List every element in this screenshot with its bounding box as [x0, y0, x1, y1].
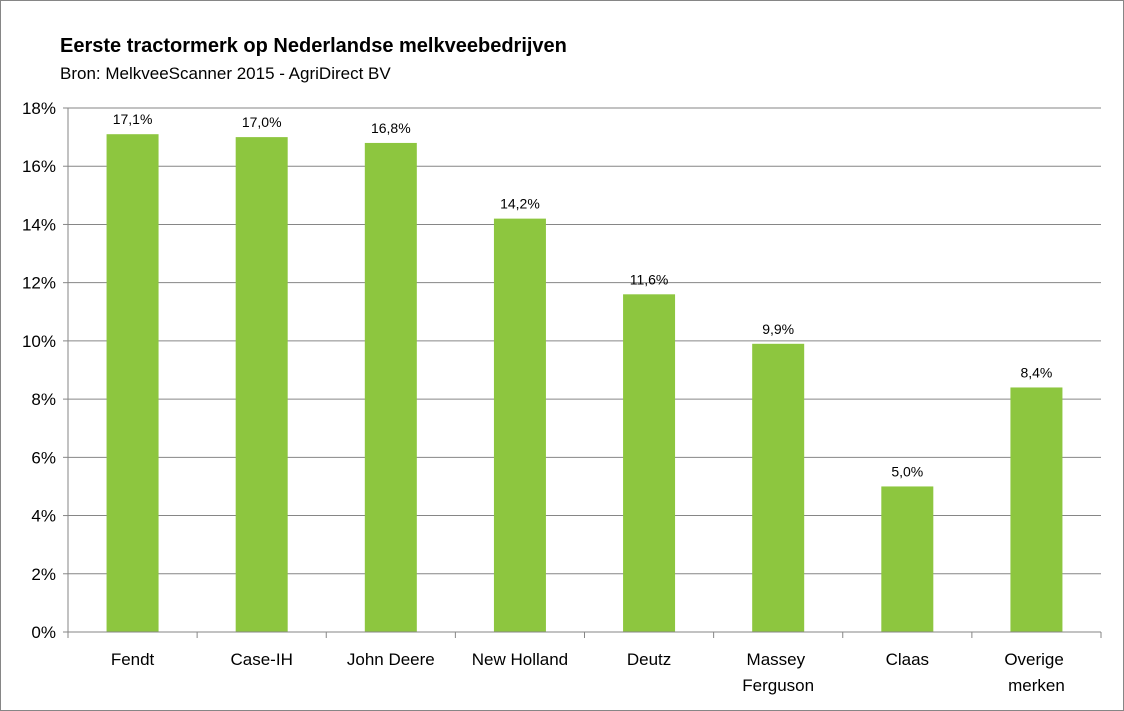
- bar: [881, 486, 934, 632]
- bar: [752, 343, 805, 632]
- bar: [364, 142, 417, 632]
- y-tick-label: 8%: [31, 390, 56, 409]
- y-tick-label: 12%: [22, 274, 56, 293]
- x-tick-label: Claas: [886, 650, 929, 669]
- y-tick-label: 4%: [31, 507, 56, 526]
- y-tick-label: 6%: [31, 448, 56, 467]
- x-tick-label: Deutz: [627, 650, 671, 669]
- value-label: 8,4%: [1020, 364, 1052, 380]
- y-tick-label: 10%: [22, 332, 56, 351]
- bar: [1010, 387, 1063, 632]
- value-label: 17,0%: [242, 114, 282, 130]
- x-tick-label: Case-IH: [231, 650, 293, 669]
- value-label: 9,9%: [762, 321, 794, 337]
- y-tick-label: 16%: [22, 157, 56, 176]
- bar: [623, 294, 676, 632]
- value-label: 11,6%: [630, 271, 669, 287]
- value-label: 14,2%: [500, 196, 540, 212]
- y-tick-label: 2%: [31, 565, 56, 584]
- bar: [235, 137, 288, 632]
- y-tick-label: 14%: [22, 215, 56, 234]
- x-tick-label: Massey Ferguson: [742, 650, 814, 695]
- bar: [493, 218, 546, 632]
- value-label: 5,0%: [891, 463, 923, 479]
- value-label: 17,1%: [113, 111, 153, 127]
- y-tick-label: 18%: [22, 99, 56, 118]
- x-tick-label: New Holland: [472, 650, 568, 669]
- y-tick-label: 0%: [31, 623, 56, 642]
- chart-title: Eerste tractormerk op Nederlandse melkve…: [60, 35, 567, 57]
- chart-subtitle: Bron: MelkveeScanner 2015 - AgriDirect B…: [60, 64, 391, 83]
- x-tick-label: John Deere: [347, 650, 435, 669]
- value-label: 16,8%: [371, 120, 411, 136]
- x-tick-label: Fendt: [111, 650, 155, 669]
- x-tick-label: Overige merken: [1004, 650, 1068, 695]
- bar: [106, 134, 159, 632]
